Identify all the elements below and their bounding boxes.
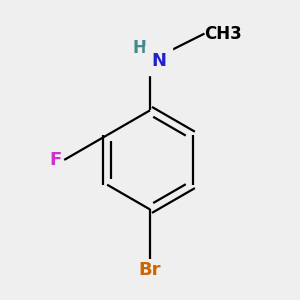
Text: CH3: CH3 [205,25,242,43]
Text: H: H [133,39,146,57]
Text: Br: Br [139,262,161,280]
Text: F: F [50,151,62,169]
Text: N: N [151,52,166,70]
